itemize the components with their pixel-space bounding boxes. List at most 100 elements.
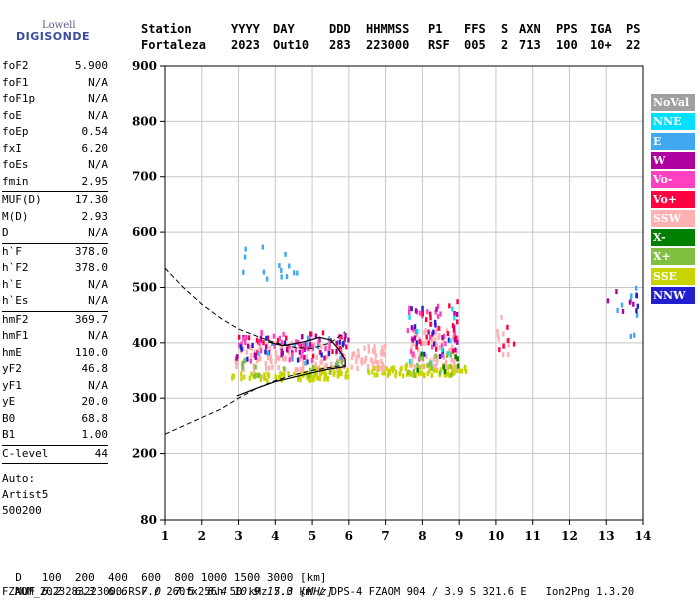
- echo-point: [334, 362, 338, 368]
- echo-point: [438, 353, 442, 359]
- echo-point: [446, 371, 450, 377]
- param-row: yE 20.0: [2, 394, 108, 410]
- param-value: N/A: [88, 329, 108, 342]
- header-label-8: AXN: [519, 22, 541, 36]
- echo-point: [383, 352, 387, 358]
- echo-point: [323, 355, 326, 361]
- header-label-4: HHMMSS: [366, 22, 410, 36]
- echo-point: [410, 306, 413, 312]
- echo-point: [507, 342, 510, 348]
- echo-point: [424, 317, 428, 323]
- param-row: M(D) 2.93: [2, 209, 108, 225]
- echo-point: [256, 358, 259, 364]
- echo-point: [455, 348, 459, 354]
- legend-e: E: [651, 132, 695, 150]
- header-label-2: DAY: [273, 22, 295, 36]
- echo-point: [418, 364, 421, 370]
- echo-point: [303, 346, 306, 352]
- param-value: 1.00: [81, 428, 109, 441]
- legend-x-: X+: [651, 248, 695, 266]
- header-value-9: 100: [556, 38, 578, 52]
- echo-point: [633, 332, 636, 338]
- echo-point: [438, 370, 442, 376]
- echo-point: [300, 334, 304, 340]
- echo-point: [446, 365, 450, 371]
- header-value-10: 10+: [590, 38, 612, 52]
- echo-point: [454, 364, 458, 370]
- param-key: MUF(D): [2, 193, 42, 206]
- echo-point: [293, 371, 296, 377]
- param-value: 0.54: [81, 125, 109, 138]
- echo-point: [242, 366, 245, 372]
- header-label-0: Station: [141, 22, 192, 36]
- echo-point: [351, 352, 354, 358]
- echo-point: [254, 355, 257, 361]
- echo-point: [259, 377, 263, 383]
- echo-point: [252, 363, 256, 369]
- echo-point: [373, 344, 376, 350]
- param-row: B1 1.00: [2, 427, 108, 443]
- echo-point: [390, 366, 394, 372]
- param-row: h`Es N/A: [2, 293, 108, 309]
- echo-point: [244, 340, 247, 346]
- param-key: foF2: [2, 59, 29, 72]
- param-key: hmE: [2, 345, 22, 359]
- echo-point: [264, 349, 267, 355]
- echo-point: [413, 353, 417, 359]
- echo-point: [235, 364, 238, 370]
- param-key: fxI: [2, 141, 22, 155]
- echo-point: [298, 356, 301, 362]
- echo-point: [452, 325, 456, 331]
- echo-point: [453, 311, 456, 317]
- echo-point: [427, 340, 430, 346]
- echo-point: [304, 342, 307, 348]
- echo-point: [421, 356, 425, 362]
- x-tick-label: 1: [161, 529, 169, 543]
- header-value-4: 223000: [366, 38, 410, 52]
- echo-point: [410, 362, 414, 368]
- param-row: foF1p N/A: [2, 91, 108, 107]
- echo-point: [284, 367, 287, 373]
- param-key: B1: [2, 428, 16, 441]
- echo-point: [457, 363, 460, 369]
- echo-point: [309, 374, 312, 380]
- plot-frame: [164, 65, 644, 521]
- echo-point: [414, 341, 417, 347]
- echo-point: [436, 313, 440, 319]
- echo-point: [269, 354, 273, 360]
- echo-point: [336, 360, 339, 366]
- echo-point: [435, 306, 438, 312]
- param-value: N/A: [88, 277, 108, 291]
- echo-point: [310, 358, 314, 364]
- echo-point: [249, 352, 253, 358]
- echo-point: [294, 367, 297, 373]
- echo-point: [265, 335, 268, 341]
- header-label-1: YYYY: [231, 22, 260, 36]
- echo-point: [435, 360, 439, 366]
- echo-point: [255, 337, 259, 343]
- echo-point: [326, 375, 329, 381]
- echo-point: [312, 376, 315, 382]
- param-key: foF1p: [2, 92, 36, 105]
- echo-point: [278, 335, 282, 341]
- echo-point: [424, 340, 427, 346]
- param-row: foF2 5.900: [2, 58, 108, 74]
- echo-point: [309, 367, 312, 373]
- param-key: h`E: [2, 277, 22, 291]
- echo-point: [411, 340, 414, 346]
- echo-point: [234, 359, 238, 365]
- echo-point: [363, 358, 367, 364]
- y-tick-label: 400: [132, 336, 157, 350]
- echo-point: [448, 303, 451, 309]
- echo-point: [338, 339, 341, 345]
- echo-point: [272, 333, 276, 339]
- logo-lowell-text: Lowell: [42, 20, 76, 31]
- echo-point: [382, 364, 386, 370]
- param-row: hmE 110.0: [2, 345, 108, 361]
- echo-point: [274, 375, 278, 381]
- echo-point: [318, 376, 322, 382]
- echo-point: [260, 330, 263, 336]
- echo-point: [438, 326, 442, 332]
- echo-point: [320, 352, 323, 358]
- header-value-0: Fortaleza: [141, 38, 207, 52]
